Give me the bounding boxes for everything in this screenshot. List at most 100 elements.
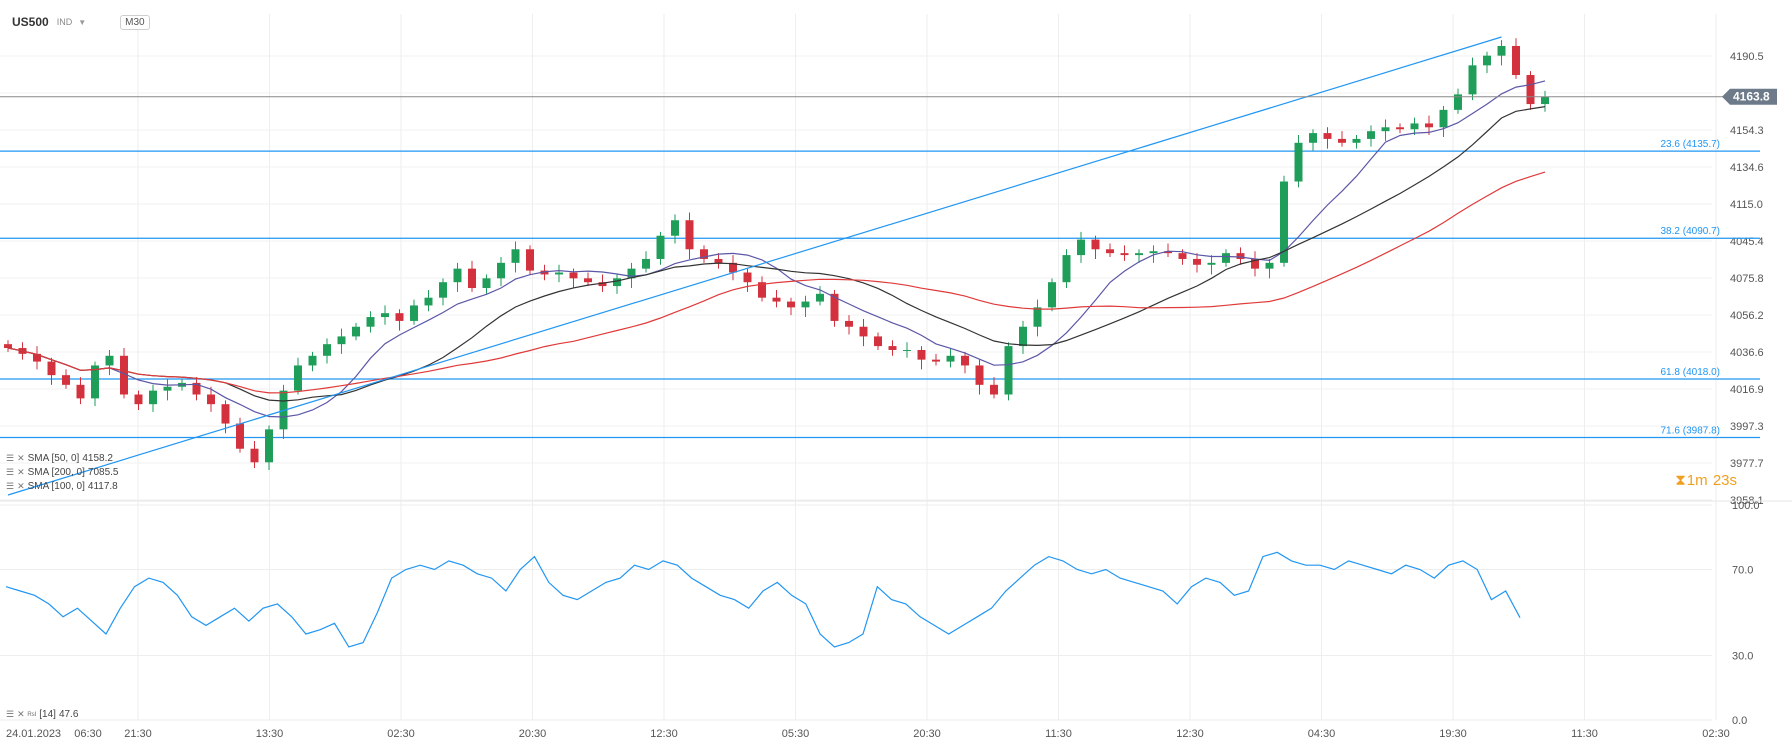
- x-tick-label: 11:30: [1571, 728, 1598, 740]
- countdown-minutes: 1m: [1686, 472, 1708, 489]
- candle-body: [598, 282, 607, 287]
- price-tick-label: 4075.8: [1730, 273, 1764, 285]
- candle-body: [642, 258, 650, 269]
- close-icon[interactable]: ✕: [17, 709, 25, 719]
- candle-body: [1367, 131, 1375, 139]
- candle-body: [569, 272, 578, 279]
- candle-body: [1280, 181, 1288, 263]
- current-price-tag: [1722, 88, 1777, 105]
- candle-body: [1497, 45, 1506, 56]
- candle-body: [1062, 255, 1071, 283]
- legend-value: 4117.8: [87, 481, 118, 492]
- close-icon[interactable]: ✕: [17, 467, 25, 477]
- candle-body: [903, 349, 911, 351]
- market-label: IND: [56, 17, 73, 27]
- menu-icon[interactable]: ☰: [6, 481, 15, 491]
- candle-body: [1048, 282, 1056, 308]
- candle-body: [1265, 262, 1274, 269]
- menu-icon[interactable]: ☰: [6, 453, 15, 463]
- close-icon[interactable]: ✕: [17, 481, 25, 491]
- candle-body: [1019, 326, 1027, 347]
- candle-body: [540, 270, 549, 275]
- candle-body: [584, 278, 592, 283]
- sma-200-legend[interactable]: ☰ ✕ SMA [200, 0] 7085.5: [6, 467, 118, 478]
- rsi-tick-label: 0.0: [1732, 715, 1747, 727]
- candle-body: [1251, 258, 1259, 269]
- sma-50-legend[interactable]: ☰ ✕ SMA [50, 0] 4158.2: [6, 453, 113, 464]
- candle-body: [801, 301, 810, 308]
- candle-body: [468, 268, 476, 289]
- candle-body: [453, 268, 462, 283]
- candle-body: [33, 353, 41, 362]
- candle-body: [1468, 65, 1477, 95]
- price-tick-label: 3977.7: [1730, 458, 1764, 470]
- candle-body: [874, 336, 882, 347]
- candle-body: [497, 262, 505, 279]
- candle-body: [830, 293, 839, 321]
- candle-body: [772, 297, 781, 302]
- candle-body: [424, 297, 433, 306]
- chart-header: US500 IND ▼ M30: [12, 12, 150, 32]
- candle-body: [1091, 239, 1100, 250]
- legend-text: [14]: [39, 709, 56, 720]
- fib-level-label: 23.6 (4135.7): [1661, 139, 1721, 150]
- menu-icon[interactable]: ☰: [6, 467, 15, 477]
- candle-body: [1526, 75, 1535, 105]
- current-price-label: 4163.8: [1733, 90, 1770, 104]
- candle-body: [1077, 239, 1085, 256]
- candle-body: [845, 320, 853, 327]
- candle-body: [4, 344, 12, 349]
- close-icon[interactable]: ✕: [17, 453, 25, 463]
- x-tick-label: 13:30: [256, 728, 284, 740]
- candle-body: [1425, 123, 1433, 128]
- candle-body: [410, 305, 418, 321]
- sma-100-legend[interactable]: ☰ ✕ SMA [100, 0] 4117.8: [6, 481, 118, 492]
- price-tick-label: 4154.3: [1730, 125, 1764, 137]
- x-tick-label: 20:30: [913, 728, 941, 740]
- candle-body: [1149, 251, 1158, 254]
- timeframe-select[interactable]: M30: [120, 14, 150, 30]
- rsi-legend[interactable]: ☰ ✕ ᴿˢᴵ [14] 47.6: [6, 709, 78, 720]
- legend-text: SMA [100, 0]: [27, 481, 85, 492]
- menu-icon[interactable]: ☰: [6, 709, 15, 719]
- price-tick-label: 4134.6: [1730, 162, 1764, 174]
- x-tick-label: 11:30: [1045, 728, 1072, 740]
- candle-body: [555, 272, 563, 275]
- candle-body: [627, 268, 636, 279]
- legend-text: SMA [200, 0]: [27, 467, 85, 478]
- x-tick-label: 04:30: [1308, 728, 1336, 740]
- candle-body: [381, 313, 389, 318]
- candle-body: [743, 272, 752, 283]
- candle-body: [265, 429, 273, 463]
- candle-body: [758, 282, 766, 298]
- candle-body: [221, 404, 230, 424]
- legend-text: SMA [50, 0]: [27, 453, 80, 464]
- candle-body: [439, 282, 447, 298]
- x-tick-label: 06:30: [74, 728, 102, 740]
- x-tick-label: 20:30: [519, 728, 547, 740]
- legend-value: 4158.2: [82, 453, 113, 464]
- candle-body: [1381, 127, 1390, 132]
- sma-100-line: [7, 106, 1546, 402]
- legend-value: 47.6: [58, 709, 79, 720]
- candle-body: [149, 390, 157, 405]
- x-tick-label: 05:30: [782, 728, 810, 740]
- candle-body: [859, 326, 868, 337]
- candle-body: [1164, 251, 1172, 254]
- symbol-label[interactable]: US500: [12, 15, 49, 29]
- candle-body: [352, 326, 360, 337]
- candle-body: [511, 249, 520, 263]
- candle-body: [294, 365, 302, 391]
- candle-countdown: ⧗1m 23s: [1674, 472, 1737, 489]
- candle-body: [323, 344, 331, 356]
- x-tick-label: 24.01.2023: [6, 728, 61, 740]
- candle-body: [1193, 258, 1201, 265]
- candle-body: [91, 365, 99, 399]
- candle-body: [1454, 94, 1462, 110]
- price-tick-label: 4115.0: [1730, 199, 1763, 211]
- chevron-down-icon[interactable]: ▼: [78, 17, 87, 27]
- candle-body: [1178, 253, 1187, 259]
- x-tick-label: 02:30: [387, 728, 415, 740]
- candle-body: [1236, 253, 1245, 259]
